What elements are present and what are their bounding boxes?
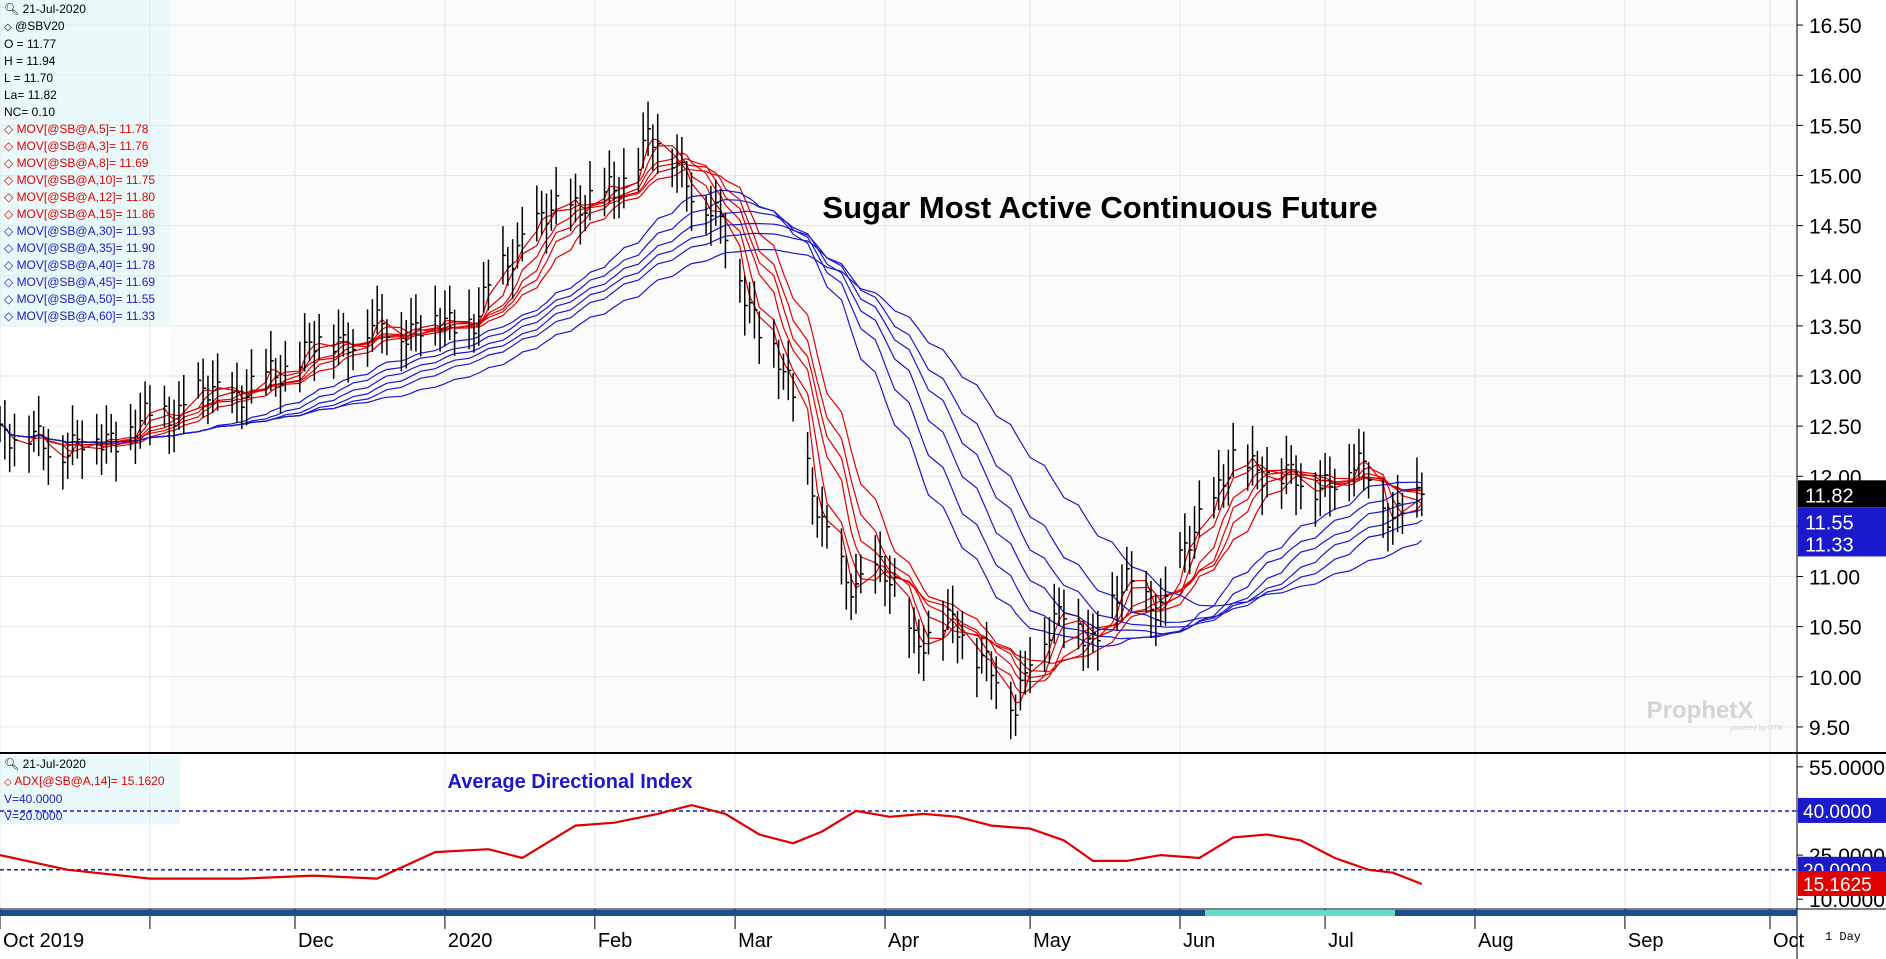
y-tick-label: 15.00 [1809, 165, 1862, 188]
adx-info-panel: 🔍︎ 21-Jul-2020 ◇ ADX[@SB@A,14]= 15.1620 … [4, 756, 165, 825]
x-grid [0, 0, 1771, 929]
ma-legend-item: ◇ MOV[@SB@A,8]= 11.69 [4, 156, 149, 170]
ma-legend-item: ◇ MOV[@SB@A,35]= 11.90 [4, 241, 156, 255]
ma-line-60 [0, 248, 1423, 607]
y-tick-label: 11.00 [1809, 567, 1860, 590]
adx-last-label-bg [1798, 870, 1886, 896]
interval-label: 1 Day [1825, 930, 1861, 944]
scroll-highlight [1205, 910, 1395, 916]
x-tick-label: Apr [888, 930, 919, 952]
y-tick-label: 13.50 [1809, 316, 1862, 339]
y-grid [0, 24, 1803, 728]
adx-date: 🔍︎ 21-Jul-2020 [4, 756, 165, 773]
ma-legend-item: ◇ MOV[@SB@A,60]= 11.33 [4, 309, 156, 323]
adx-title: Average Directional Index [448, 771, 693, 793]
y-tick-label: 16.50 [1809, 15, 1862, 38]
x-tick-label: Jul [1328, 930, 1354, 952]
last-value-label: 11.82 [1805, 485, 1854, 507]
y-tick-label: 15.50 [1809, 115, 1862, 138]
x-tick-label: Feb [598, 930, 632, 952]
x-tick-label: 2020 [448, 930, 493, 952]
diamond-icon: ◇ [4, 22, 12, 33]
y-tick-label: 12.50 [1809, 416, 1862, 439]
ma-legend-item: ◇ MOV[@SB@A,15]= 11.86 [4, 207, 156, 221]
zoom-icon: 🔍︎ [4, 757, 20, 771]
adx-last-label-bg [1798, 797, 1886, 823]
y-tick-label: 9.50 [1809, 717, 1850, 740]
y-tick-label: 14.00 [1809, 266, 1862, 289]
zoom-icon: 🔍︎ [4, 2, 20, 16]
ma-legend-item: ◇ MOV[@SB@A,45]= 11.69 [4, 275, 156, 289]
last-value: La= 11.82 [4, 88, 57, 102]
net-change-value: NC= 0.10 [4, 105, 56, 119]
y-tick-label: 14.50 [1809, 216, 1862, 239]
x-tick-label: Oct [1773, 930, 1805, 952]
adx-last-label: 15.1625 [1803, 875, 1872, 896]
x-tick-label: Oct 2019 [3, 930, 84, 952]
ma-legend-item: ◇ MOV[@SB@A,40]= 11.78 [4, 258, 156, 272]
watermark: ProphetX [1647, 697, 1754, 724]
adx-date-text: 21-Jul-2020 [22, 757, 86, 771]
adx-legend-row: ◇ ADX[@SB@A,14]= 15.1620 [4, 773, 165, 791]
y-tick-label: 13.00 [1809, 366, 1862, 389]
ma-legend-item: ◇ MOV[@SB@A,10]= 11.75 [4, 173, 156, 187]
price-date: 🔍︎ 21-Jul-2020 [4, 1, 155, 18]
adx-last-label: 40.0000 [1803, 802, 1872, 823]
last-value-label: 11.33 [1805, 534, 1854, 556]
price-info-panel: 🔍︎ 21-Jul-2020 ◇ @SBV20 O = 11.77 H = 11… [4, 1, 155, 325]
scroll-band [0, 910, 1797, 916]
watermark-sub: powered by DTN [1730, 725, 1783, 732]
price-date-text: 21-Jul-2020 [22, 2, 86, 16]
last-value-label-bg [1798, 480, 1886, 508]
x-tick-label: Jun [1183, 930, 1215, 952]
x-tick-label: Sep [1628, 930, 1664, 952]
ma-legend-item: ◇ MOV[@SB@A,50]= 11.55 [4, 292, 156, 306]
x-tick-label: May [1033, 930, 1071, 952]
last-value-label-bg [1798, 529, 1886, 557]
adx-legend-text: ADX[@SB@A,14]= 15.1620 [14, 774, 165, 788]
ma-legend-item: ◇ MOV[@SB@A,12]= 11.80 [4, 190, 156, 204]
adx-y-tick-label: 55.0000 [1809, 757, 1885, 780]
y-tick-label: 10.00 [1809, 667, 1862, 690]
x-tick-label: Dec [298, 930, 334, 952]
info-bg [0, 0, 170, 325]
diamond-icon: ◇ [4, 777, 12, 788]
ma-legend-item: ◇ MOV[@SB@A,3]= 11.76 [4, 139, 149, 153]
adx-line [0, 803, 1423, 886]
x-tick-label: Aug [1478, 930, 1514, 952]
ma-legend-item: ◇ MOV[@SB@A,5]= 11.78 [4, 122, 149, 136]
ma-legend: ◇ MOV[@SB@A,5]= 11.78 ◇ MOV[@SB@A,3]= 11.… [4, 121, 155, 325]
x-tick-label: Mar [738, 930, 773, 952]
price-bars [0, 101, 1425, 740]
chart-title: Sugar Most Active Continuous Future [822, 190, 1377, 225]
high-value: H = 11.94 [4, 54, 56, 68]
symbol-row: ◇ @SBV20 [4, 18, 155, 36]
last-value-label: 11.55 [1805, 512, 1854, 534]
symbol-text: @SBV20 [15, 19, 65, 33]
adx-ref-20-legend: V=20.0000 [4, 809, 63, 823]
y-tick-label: 10.50 [1809, 617, 1862, 640]
adx-ref-40-legend: V=40.0000 [4, 792, 63, 806]
low-value: L = 11.70 [4, 71, 54, 85]
ma-legend-item: ◇ MOV[@SB@A,30]= 11.93 [4, 224, 156, 238]
y-tick-label: 16.00 [1809, 65, 1862, 88]
open-value: O = 11.77 [4, 37, 57, 51]
